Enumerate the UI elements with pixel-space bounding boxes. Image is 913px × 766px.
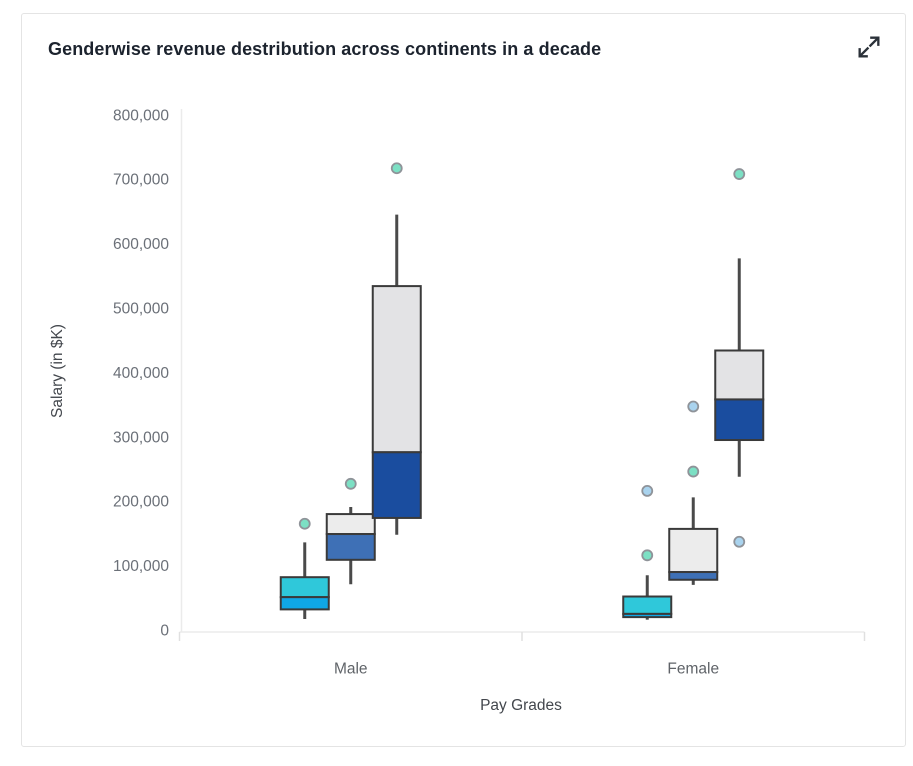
box-upper[interactable] [279,576,330,599]
box-group-group-3-male[interactable] [371,214,422,535]
chart-card: Genderwise revenue destribution across c… [21,13,906,747]
outlier-point[interactable] [641,549,654,562]
outlier-point[interactable] [687,465,700,478]
box-lower[interactable] [279,596,330,611]
y-tick-label: 800,000 [113,107,169,124]
outlier-point[interactable] [390,162,403,175]
box-group-group-1-female[interactable] [622,575,673,620]
y-tick-label: 700,000 [113,172,169,189]
expand-button[interactable] [851,29,887,65]
box-lower[interactable] [714,398,765,442]
y-tick-label: 600,000 [113,236,169,253]
outlier-point[interactable] [687,400,700,413]
box-lower[interactable] [325,533,376,561]
box-lower[interactable] [622,612,673,619]
x-tick-label: Female [667,661,719,678]
box-upper[interactable] [622,595,673,615]
outlier-point[interactable] [298,517,311,530]
x-tick-label: Male [334,661,368,678]
box-upper[interactable] [325,513,376,536]
box-lower[interactable] [371,451,422,519]
box-upper[interactable] [668,527,719,574]
y-tick-label: 100,000 [113,558,169,575]
box-group-group-3-female[interactable] [714,258,765,477]
box-upper[interactable] [371,285,422,454]
expand-arrows-icon [858,36,880,58]
box-upper[interactable] [714,349,765,401]
box-group-group-1-male[interactable] [279,542,330,620]
outlier-point[interactable] [344,477,357,490]
y-tick-label: 500,000 [113,301,169,318]
box-lower[interactable] [668,571,719,581]
boxplot-chart: 0 100,000 200,000 300,000 400,000 500,000 600,… [113,107,866,678]
chart-title: Genderwise revenue destribution across c… [48,39,602,59]
outlier-point[interactable] [733,168,746,180]
y-tick-label: 0 [160,623,169,640]
y-tick-label: 400,000 [113,365,169,382]
outlier-point[interactable] [733,535,746,548]
outlier-point[interactable] [641,484,654,497]
box-group-group-2-female[interactable] [668,497,719,585]
y-tick-label: 200,000 [113,494,169,511]
y-tick-label: 300,000 [113,429,169,446]
x-axis-title: Pay Grades [480,697,562,714]
box-group-group-2-male[interactable] [325,506,376,585]
